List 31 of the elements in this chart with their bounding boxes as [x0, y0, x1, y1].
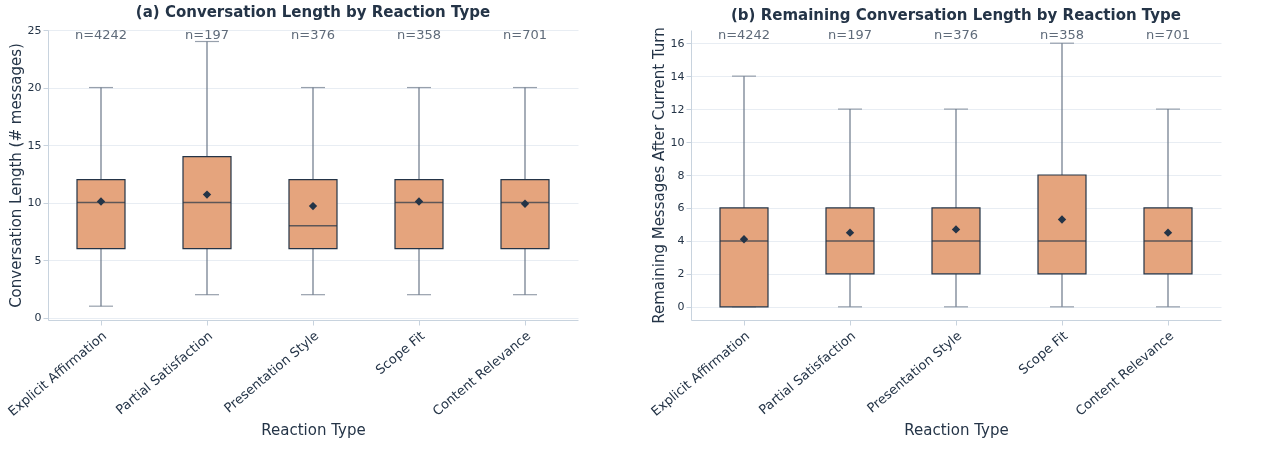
annotation: n=197 — [185, 27, 229, 42]
y-tick-label: 2 — [677, 267, 685, 281]
annotation: n=376 — [934, 27, 978, 42]
annotation: n=376 — [291, 27, 335, 42]
chart-title: (b) Remaining Conversation Length by Reaction Type — [730, 5, 1182, 24]
y-tick-label: 4 — [677, 234, 685, 248]
chart-title: (a) Conversation Length by Reaction Type — [135, 3, 491, 21]
y-axis-title: Conversation Length (# messages) — [6, 43, 25, 308]
x-axis-title: Reaction Type — [261, 420, 366, 439]
annotation: n=701 — [503, 27, 547, 42]
y-tick-label: 14 — [670, 69, 685, 83]
y-tick-label: 5 — [34, 253, 42, 267]
y-tick-label: 12 — [670, 102, 685, 116]
y-tick-label: 0 — [677, 300, 685, 314]
y-tick-label: 0 — [34, 311, 42, 325]
y-axis-title: Remaining Messages After Current Turn — [649, 27, 668, 324]
y-tick-label: 16 — [670, 36, 685, 50]
y-tick-label: 6 — [677, 201, 685, 215]
annotation: n=197 — [828, 27, 872, 42]
annotation: n=4242 — [74, 27, 128, 42]
y-tick-label: 15 — [27, 138, 42, 152]
x-axis-title: Reaction Type — [904, 420, 1009, 439]
y-tick-label: 10 — [27, 196, 42, 210]
annotation: n=358 — [1040, 27, 1084, 42]
y-tick-label: 10 — [670, 135, 685, 149]
annotation: n=358 — [397, 27, 441, 42]
y-tick-label: 20 — [27, 81, 42, 95]
y-tick-label: 25 — [27, 23, 42, 37]
annotation: n=701 — [1146, 27, 1190, 42]
y-tick-label: 8 — [677, 168, 685, 182]
annotation: n=4242 — [717, 27, 771, 42]
